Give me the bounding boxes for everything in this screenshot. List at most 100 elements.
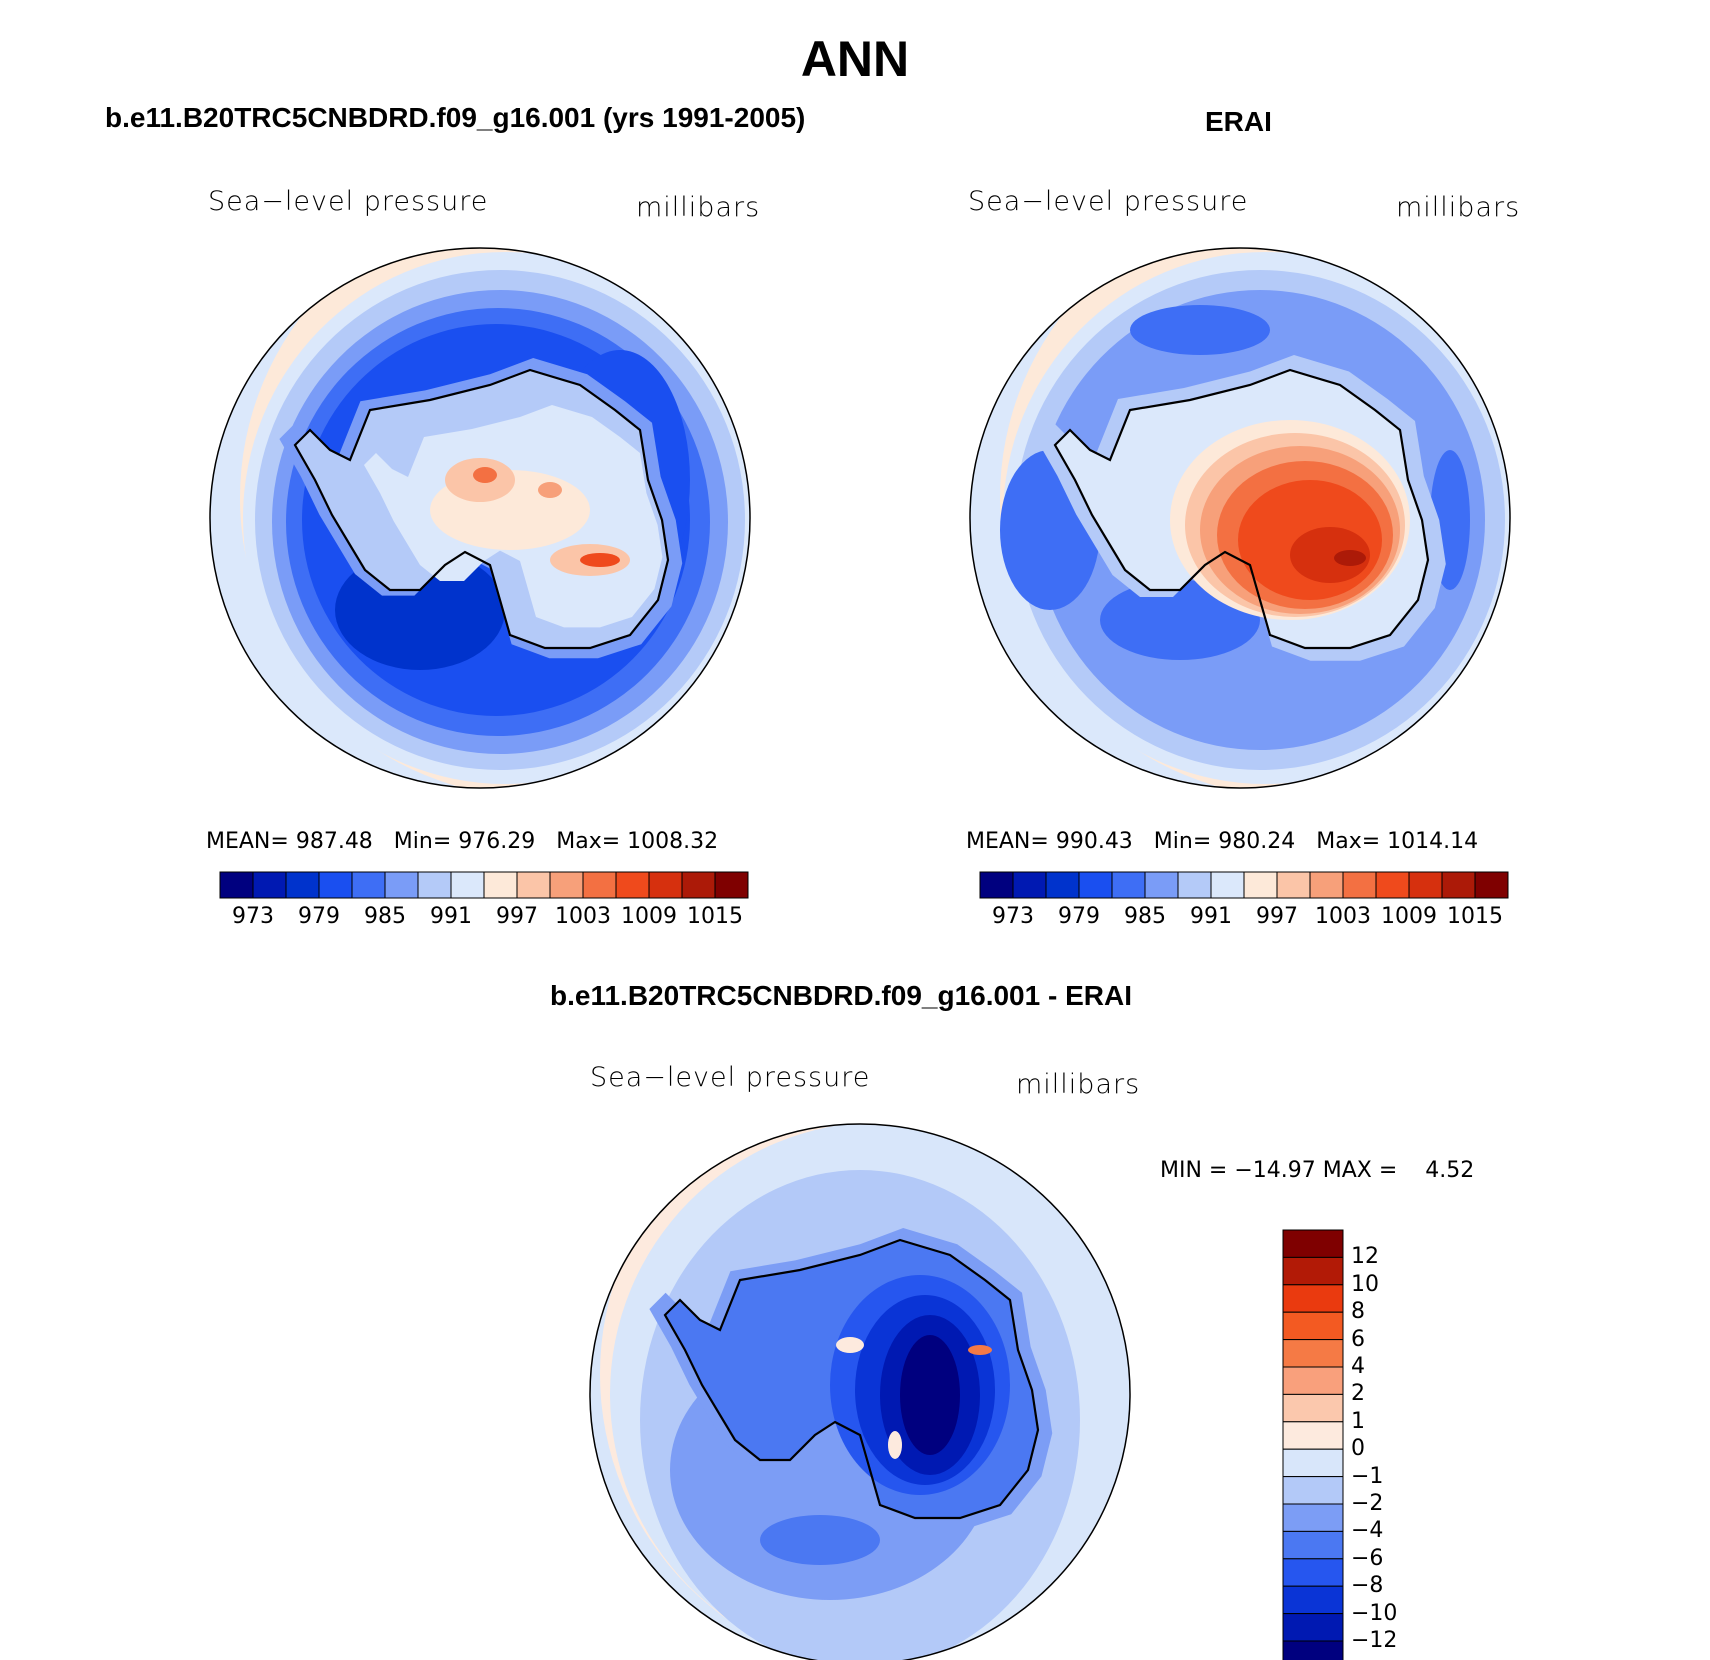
right-min-value: 980.24 bbox=[1218, 829, 1296, 854]
left-colorbar-swatch bbox=[219, 871, 254, 899]
right-colorbar-swatch bbox=[1309, 871, 1344, 899]
right-colorbar-swatch bbox=[1078, 871, 1113, 899]
left-variable-label: Sea−level pressure bbox=[208, 186, 489, 217]
left-colorbar-swatch bbox=[681, 871, 716, 899]
left-min-value: 976.29 bbox=[458, 829, 536, 854]
diff-colorbar-swatch bbox=[1282, 1585, 1344, 1615]
right-colorbar-swatch bbox=[1276, 871, 1311, 899]
diff-colorbar-swatch bbox=[1282, 1366, 1344, 1395]
diff-colorbar-swatch bbox=[1282, 1311, 1344, 1341]
left-mean-label: MEAN= bbox=[206, 829, 289, 854]
diff-panel-title: b.e11.B20TRC5CNBDRD.f09_g16.001 - ERAI bbox=[550, 980, 1132, 1011]
diff-colorbar-tick-label: 2 bbox=[1351, 1381, 1365, 1407]
diff-colorbar-tick-label: −2 bbox=[1351, 1491, 1384, 1516]
left-colorbar-swatch bbox=[450, 871, 485, 899]
diff-colorbar-tick-label: 1 bbox=[1351, 1408, 1365, 1434]
right-colorbar-swatch bbox=[1342, 871, 1377, 899]
left-max-value: 1008.32 bbox=[627, 829, 719, 854]
left-colorbar-swatch bbox=[318, 871, 353, 899]
left-map-boundary bbox=[209, 247, 751, 789]
right-mean-label: MEAN= bbox=[966, 829, 1049, 854]
right-colorbar-swatch bbox=[1441, 871, 1476, 899]
left-colorbar-swatch bbox=[516, 871, 551, 899]
diff-colorbar bbox=[1282, 1229, 1344, 1660]
diff-minmax: MIN = −14.97 MAX = 4.52 bbox=[1160, 1158, 1475, 1183]
left-max-label: Max= bbox=[556, 829, 621, 854]
right-colorbar-swatch bbox=[1408, 871, 1443, 899]
right-colorbar-tick-label: 973 bbox=[992, 904, 1034, 929]
diff-colorbar-swatch bbox=[1282, 1421, 1344, 1450]
left-colorbar-swatch bbox=[582, 871, 617, 899]
diff-colorbar-swatch bbox=[1282, 1613, 1344, 1642]
right-polar-map bbox=[969, 247, 1511, 789]
left-colorbar-swatch bbox=[615, 871, 650, 899]
right-mean-value: 990.43 bbox=[1055, 829, 1133, 854]
diff-colorbar-swatch bbox=[1282, 1476, 1344, 1505]
left-colorbar-swatch bbox=[549, 871, 584, 899]
diff-colorbar-tick-label: −1 bbox=[1351, 1463, 1384, 1489]
right-stats: MEAN= 990.43 Min= 980.24 Max= 1014.14 bbox=[966, 829, 1478, 854]
left-colorbar-tick-label: 979 bbox=[298, 904, 340, 929]
right-max-label: Max= bbox=[1316, 829, 1381, 854]
left-polar-map bbox=[209, 247, 751, 789]
right-colorbar bbox=[979, 871, 1509, 899]
left-colorbar-swatch bbox=[417, 871, 452, 899]
left-colorbar-tick-label: 1015 bbox=[687, 904, 743, 929]
diff-map-boundary bbox=[589, 1123, 1131, 1660]
left-stats: MEAN= 987.48 Min= 976.29 Max= 1008.32 bbox=[206, 829, 718, 854]
left-colorbar-tick-label: 985 bbox=[364, 904, 406, 929]
right-colorbar-swatch bbox=[1144, 871, 1179, 899]
right-min-label: Min= bbox=[1153, 829, 1212, 854]
left-colorbar-tick-label: 973 bbox=[232, 904, 274, 929]
diff-colorbar-swatch bbox=[1282, 1393, 1344, 1423]
right-colorbar-tick-label: 985 bbox=[1124, 904, 1166, 929]
diff-colorbar-tick-label: −8 bbox=[1351, 1573, 1384, 1599]
diff-colorbar-tick-label: −6 bbox=[1351, 1545, 1384, 1571]
diff-colorbar-swatch bbox=[1282, 1448, 1344, 1478]
right-colorbar-tick-label: 991 bbox=[1190, 904, 1232, 929]
diff-colorbar-swatch bbox=[1282, 1503, 1344, 1532]
right-colorbar-tick-label: 997 bbox=[1256, 904, 1298, 929]
left-min-label: Min= bbox=[393, 829, 452, 854]
diff-colorbar-swatch bbox=[1282, 1256, 1344, 1286]
left-colorbar-swatch bbox=[351, 871, 386, 899]
left-colorbar bbox=[219, 871, 749, 899]
diff-colorbar-tick-label: 6 bbox=[1351, 1326, 1365, 1352]
diff-colorbar-tick-label: 8 bbox=[1351, 1299, 1365, 1325]
diff-polar-map bbox=[589, 1123, 1131, 1660]
diff-colorbar-tick-label: 4 bbox=[1351, 1354, 1365, 1379]
diff-colorbar-swatch bbox=[1282, 1640, 1344, 1660]
right-colorbar-tick-label: 1003 bbox=[1315, 904, 1371, 929]
left-colorbar-tick-label: 1003 bbox=[555, 904, 611, 929]
right-colorbar-swatch bbox=[1474, 871, 1509, 899]
left-colorbar-swatch bbox=[252, 871, 287, 899]
right-colorbar-swatch bbox=[1012, 871, 1047, 899]
left-colorbar-tick-label: 997 bbox=[496, 904, 538, 929]
left-colorbar-swatch bbox=[384, 871, 419, 899]
left-colorbar-tick-label: 991 bbox=[430, 904, 472, 929]
right-colorbar-tick-label: 979 bbox=[1058, 904, 1100, 929]
left-colorbar-swatch bbox=[285, 871, 320, 899]
diff-colorbar-tick-label: 0 bbox=[1351, 1436, 1365, 1462]
right-colorbar-swatch bbox=[1045, 871, 1080, 899]
right-map-boundary bbox=[969, 247, 1511, 789]
right-colorbar-swatch bbox=[1243, 871, 1278, 899]
right-panel-title: ERAI bbox=[1205, 106, 1272, 137]
diff-colorbar-tick-label: −10 bbox=[1351, 1600, 1398, 1626]
right-colorbar-swatch bbox=[1210, 871, 1245, 899]
right-colorbar-swatch bbox=[979, 871, 1014, 899]
diff-colorbar-tick-label: −12 bbox=[1351, 1628, 1398, 1653]
left-colorbar-swatch bbox=[648, 871, 683, 899]
diff-variable-label: Sea−level pressure bbox=[590, 1062, 871, 1093]
diff-colorbar-tick-label: −4 bbox=[1351, 1518, 1384, 1544]
diff-colorbar-swatch bbox=[1282, 1530, 1344, 1560]
diff-colorbar-tick-label: 12 bbox=[1351, 1244, 1379, 1270]
right-max-value: 1014.14 bbox=[1387, 829, 1479, 854]
diff-units-label: millibars bbox=[1016, 1069, 1141, 1100]
right-colorbar-swatch bbox=[1111, 871, 1146, 899]
left-mean-value: 987.48 bbox=[295, 829, 373, 854]
left-colorbar-swatch bbox=[483, 871, 518, 899]
right-colorbar-tick-label: 1009 bbox=[1381, 904, 1437, 929]
diff-colorbar-swatch bbox=[1282, 1339, 1344, 1368]
